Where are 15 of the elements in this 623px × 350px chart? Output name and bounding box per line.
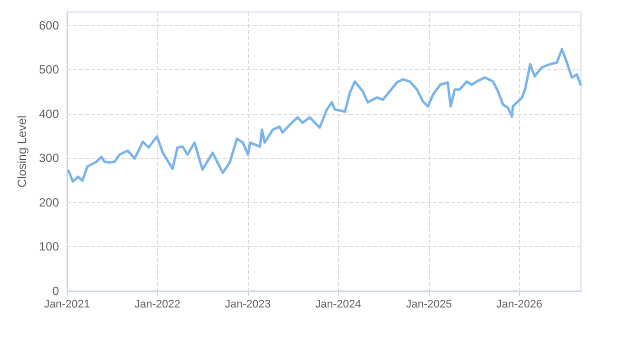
y-axis-title: Closing Level (15, 115, 30, 188)
y-tick-label: 600 (38, 18, 60, 32)
y-tick-label: 200 (38, 195, 60, 210)
y-tick-label: 0 (52, 284, 60, 298)
y-tick-label: 100 (38, 240, 60, 254)
y-tick-label: 300 (38, 151, 60, 166)
x-tick-label: Jan-2021 (44, 298, 90, 310)
line-series (66, 48, 582, 183)
x-tick-label: Jan-2024 (315, 298, 362, 310)
x-tick-label: Jan-2025 (406, 298, 452, 310)
y-tick-label: 500 (38, 62, 60, 77)
y-tick-label: 400 (38, 106, 60, 121)
x-tick-label: Jan-2026 (496, 298, 542, 310)
x-tick-label: Jan-2023 (224, 298, 271, 310)
x-tick-label: Jan-2022 (134, 298, 180, 310)
